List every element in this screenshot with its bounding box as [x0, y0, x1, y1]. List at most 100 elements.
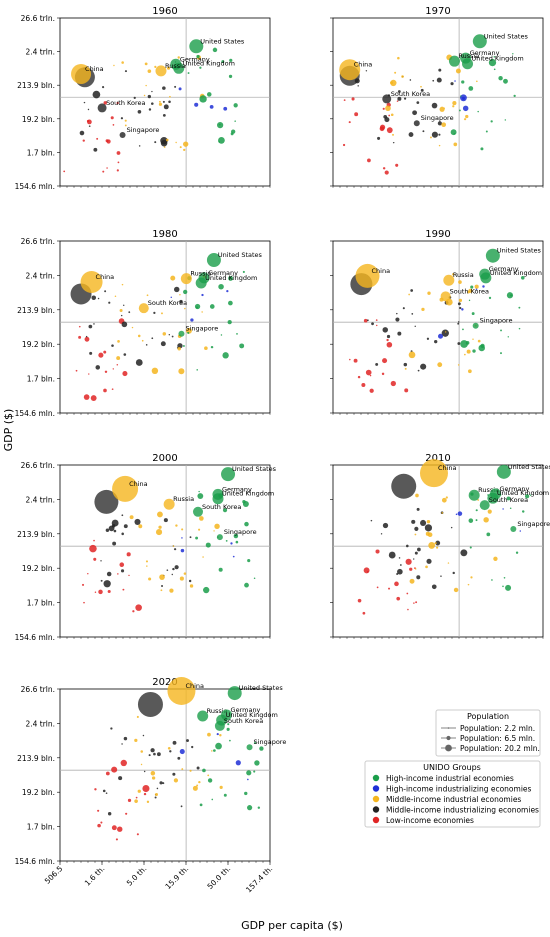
scatter-point	[475, 288, 478, 291]
scatter-point-singapore	[178, 330, 185, 337]
scatter-point-united-kingdom	[173, 62, 185, 74]
scatter-point	[94, 591, 97, 594]
scatter-point	[405, 558, 412, 565]
scatter-point	[106, 571, 112, 577]
scatter-point	[222, 508, 228, 513]
scatter-point	[83, 394, 90, 400]
scatter-point	[233, 103, 238, 108]
scatter-point	[97, 297, 100, 300]
scatter-point	[486, 532, 491, 537]
scatter-point	[119, 308, 123, 312]
scatter-point-singapore	[472, 322, 479, 329]
scatter-point	[183, 572, 187, 575]
scatter-point	[478, 344, 485, 352]
scatter-point	[196, 784, 199, 787]
scatter-point	[174, 286, 180, 293]
scatter-point	[361, 382, 366, 387]
scatter-point	[521, 510, 525, 513]
scatter-point	[82, 139, 85, 142]
x-tick-label: 5.0 th.	[125, 864, 149, 888]
scatter-point	[488, 58, 497, 67]
scatter-point	[177, 756, 181, 760]
scatter-point	[467, 583, 470, 586]
scatter-point-south-korea	[440, 291, 451, 302]
scatter-point-russia	[468, 489, 480, 501]
scatter-point	[468, 518, 474, 523]
scatter-point	[218, 283, 224, 290]
point-label: Singapore	[224, 528, 257, 536]
scatter-point	[90, 395, 97, 402]
point-label: United States	[484, 32, 529, 40]
scatter-point	[415, 601, 418, 604]
scatter-point	[143, 792, 147, 796]
y-axis-title: GDP ($)	[2, 409, 15, 452]
scatter-point-south-korea	[138, 303, 149, 314]
scatter-point	[123, 353, 127, 356]
scatter-point	[247, 778, 249, 781]
scatter-point	[163, 146, 166, 148]
scatter-point	[134, 518, 141, 525]
scatter-point	[395, 317, 400, 322]
scatter-point	[482, 285, 485, 288]
scatter-point	[117, 340, 120, 343]
scatter-point	[470, 576, 473, 579]
scatter-point	[363, 318, 368, 323]
scatter-point	[502, 585, 504, 588]
point-label: Germany	[231, 706, 261, 714]
scatter-point	[234, 120, 236, 122]
scatter-point	[116, 169, 119, 172]
scatter-point	[142, 784, 150, 793]
scatter-point	[153, 752, 156, 756]
scatter-point	[440, 575, 442, 577]
scatter-point	[435, 540, 441, 546]
scatter-point	[147, 69, 152, 73]
scatter-point	[396, 573, 399, 575]
scatter-point	[180, 805, 183, 808]
scatter-point	[377, 136, 381, 140]
scatter-point	[198, 490, 200, 493]
scatter-point	[357, 85, 359, 87]
scatter-point	[343, 99, 346, 102]
scatter-point	[520, 275, 525, 280]
x-tick-label: 506.5	[43, 864, 65, 886]
scatter-point	[401, 75, 404, 78]
scatter-point	[155, 529, 163, 536]
groups-legend-title: UNIDO Groups	[423, 763, 481, 772]
y-tick-label: 19.2 bln.	[22, 788, 55, 797]
point-label: Russia	[190, 270, 211, 278]
scatter-point	[452, 105, 455, 108]
scatter-point	[93, 147, 98, 152]
scatter-point	[105, 528, 110, 533]
population-legend-marker	[447, 727, 450, 729]
point-label: United Kingdom	[497, 489, 549, 497]
scatter-point	[191, 745, 194, 749]
scatter-point-united-kingdom	[487, 492, 499, 504]
scatter-point	[438, 144, 441, 147]
scatter-point	[108, 525, 115, 532]
panel-title: 2000	[152, 453, 177, 464]
scatter-point	[145, 344, 148, 346]
scatter-point	[196, 54, 200, 59]
scatter-point	[151, 337, 154, 340]
scatter-point	[146, 294, 149, 297]
scatter-point	[177, 347, 181, 351]
scatter-point	[121, 743, 123, 745]
scatter-point	[163, 104, 169, 110]
scatter-point	[254, 741, 257, 744]
scatter-point	[161, 312, 163, 315]
scatter-point-south-korea	[382, 94, 392, 104]
scatter-point	[447, 562, 450, 564]
scatter-point-russia	[443, 274, 455, 286]
scatter-point	[171, 335, 174, 338]
groups-legend-marker	[372, 785, 380, 792]
scatter-point	[137, 109, 142, 114]
panel-title: 2020	[152, 677, 177, 688]
scatter-point	[515, 551, 519, 554]
scatter-point	[220, 334, 223, 336]
scatter-point	[145, 560, 149, 563]
scatter-point	[204, 346, 208, 351]
point-label: China	[96, 273, 115, 281]
scatter-point	[137, 789, 141, 793]
scatter-point	[436, 77, 442, 83]
scatter-point	[244, 521, 249, 527]
